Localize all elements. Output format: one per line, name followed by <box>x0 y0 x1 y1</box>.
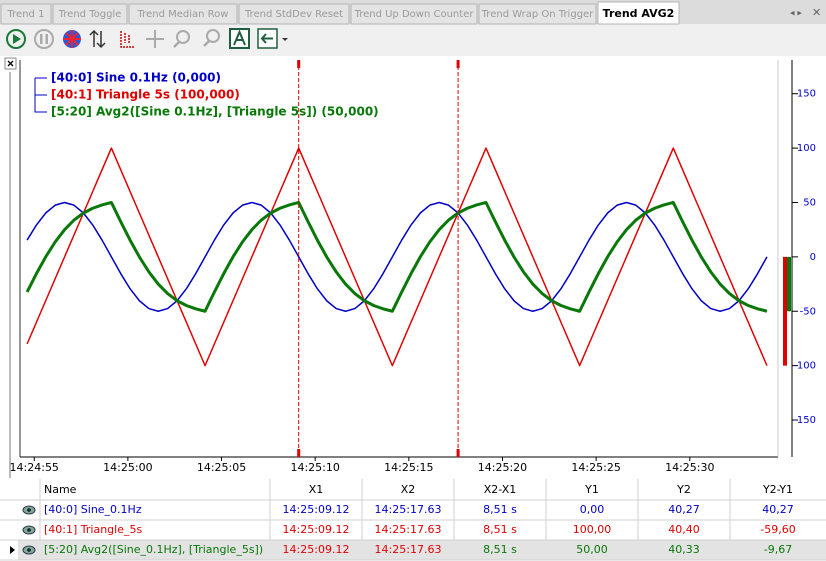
tab-label: Trend StdDev Reset <box>244 9 343 20</box>
column-header: Name <box>44 483 77 496</box>
cursor-handle[interactable] <box>297 449 301 457</box>
series-line <box>26 147 768 367</box>
selected-row <box>18 540 826 560</box>
table-cell: 14:25:17.63 <box>375 503 442 516</box>
legend-entry[interactable]: [40:0] Sine 0.1Hz (0,000) <box>51 71 221 85</box>
table-cell: 100,00 <box>573 523 612 536</box>
scale-button[interactable] <box>89 29 106 49</box>
tab-label: Trend AVG2 <box>603 7 675 20</box>
annotation-icon <box>233 29 246 46</box>
x-tick-label: 14:25:00 <box>103 461 152 474</box>
y-tick-label: -50 <box>800 306 816 317</box>
table-cell[interactable]: [40:1] Triangle_5s <box>44 523 142 536</box>
y-tick-label: -100 <box>793 361 816 372</box>
series-line <box>25 200 768 313</box>
visibility-pupil <box>27 508 31 512</box>
column-header: X2 <box>401 483 416 496</box>
cursor-button[interactable] <box>120 31 135 48</box>
table-cell: 40,27 <box>762 503 794 516</box>
toolbar <box>6 28 288 49</box>
tab-scroll[interactable]: ◂ ▸ <box>790 9 802 19</box>
color-icon <box>63 30 81 48</box>
tab[interactable] <box>52 3 128 25</box>
column-header: Y2-Y1 <box>762 483 793 496</box>
visibility-pupil <box>27 528 31 532</box>
play-icon <box>13 34 21 44</box>
table-cell: 8,51 s <box>483 543 517 556</box>
tab[interactable] <box>350 3 478 25</box>
zoom-icon <box>203 40 210 47</box>
zoom-out-button[interactable] <box>176 30 190 44</box>
tab-close[interactable]: ✕ <box>812 6 821 19</box>
x-tick-label: 14:25:10 <box>290 461 339 474</box>
x-tick-label: 14:25:20 <box>478 461 527 474</box>
y-tick-label: -150 <box>793 415 816 426</box>
table-cell: 40,40 <box>668 523 700 536</box>
y-tick-label: 50 <box>803 197 816 208</box>
table-cell: 40,27 <box>668 503 700 516</box>
y-tick-label: 100 <box>797 143 816 154</box>
table-cell: 14:25:17.63 <box>375 543 442 556</box>
tab-label: Trend 1 <box>7 9 45 20</box>
table-cell: 50,00 <box>576 543 608 556</box>
current-value-bar <box>787 256 791 312</box>
x-tick-label: 14:25:30 <box>665 461 714 474</box>
legend-entry[interactable]: [5:20] Avg2([Sine 0.1Hz], [Triangle 5s])… <box>51 105 379 119</box>
table-cell: -9,67 <box>764 543 792 556</box>
table-cell: 8,51 s <box>483 523 517 536</box>
close-icon <box>7 60 14 67</box>
y-tick-label: 0 <box>810 252 816 263</box>
table-cell: 8,51 s <box>483 503 517 516</box>
cursor-handle[interactable] <box>297 60 301 68</box>
table-cell: 14:25:09.12 <box>283 523 350 536</box>
pause-button[interactable] <box>34 29 54 49</box>
back-icon <box>260 33 273 44</box>
table-cell: 14:25:09.12 <box>283 503 350 516</box>
tab[interactable] <box>597 1 680 25</box>
legend-bracket <box>34 77 47 113</box>
table-cell: -59,60 <box>760 523 795 536</box>
table-cell: 14:25:17.63 <box>375 523 442 536</box>
pan-button[interactable] <box>146 30 164 48</box>
pause-icon <box>40 34 43 44</box>
x-tick-label: 14:25:15 <box>384 461 433 474</box>
cursor-handle[interactable] <box>456 449 460 457</box>
row-pointer <box>10 546 15 554</box>
column-header: X1 <box>309 483 324 496</box>
tab[interactable] <box>238 3 350 25</box>
legend-entry[interactable]: [40:1] Triangle 5s (100,000) <box>51 88 240 102</box>
pause-icon <box>45 34 48 44</box>
zoom-all-button[interactable] <box>206 29 220 43</box>
table-cell: 0,00 <box>580 503 605 516</box>
visibility-pupil <box>27 548 31 552</box>
column-header: Y2 <box>676 483 691 496</box>
cursor-handle[interactable] <box>456 60 460 68</box>
table-header <box>0 479 826 500</box>
tab-label: Trend Toggle <box>58 9 122 20</box>
tab[interactable] <box>128 3 238 25</box>
table-cell[interactable]: [5:20] Avg2([Sine_0.1Hz], [Triangle_5s]) <box>44 543 263 556</box>
zoom-icon <box>173 41 180 48</box>
column-header: Y1 <box>584 483 599 496</box>
current-value-bar <box>783 256 787 366</box>
tab-label: Trend Median Row <box>137 9 229 20</box>
x-tick-label: 14:24:55 <box>10 461 59 474</box>
tab[interactable] <box>0 3 52 25</box>
table-cell[interactable]: [40:0] Sine_0.1Hz <box>44 503 142 516</box>
y-tick-label: 150 <box>797 89 816 100</box>
x-tick-label: 14:25:05 <box>197 461 246 474</box>
table-cell: 40,33 <box>668 543 700 556</box>
tab-label: Trend Wrap On Trigger <box>481 9 595 20</box>
table-cell: 14:25:09.12 <box>283 543 350 556</box>
column-header: X2-X1 <box>484 483 517 496</box>
tab[interactable] <box>478 3 597 25</box>
play-button[interactable] <box>6 29 26 49</box>
x-tick-label: 14:25:25 <box>571 461 620 474</box>
series-line <box>26 201 768 312</box>
tab-label: Trend Up Down Counter <box>354 9 475 20</box>
dropdown-arrow[interactable] <box>282 38 288 41</box>
